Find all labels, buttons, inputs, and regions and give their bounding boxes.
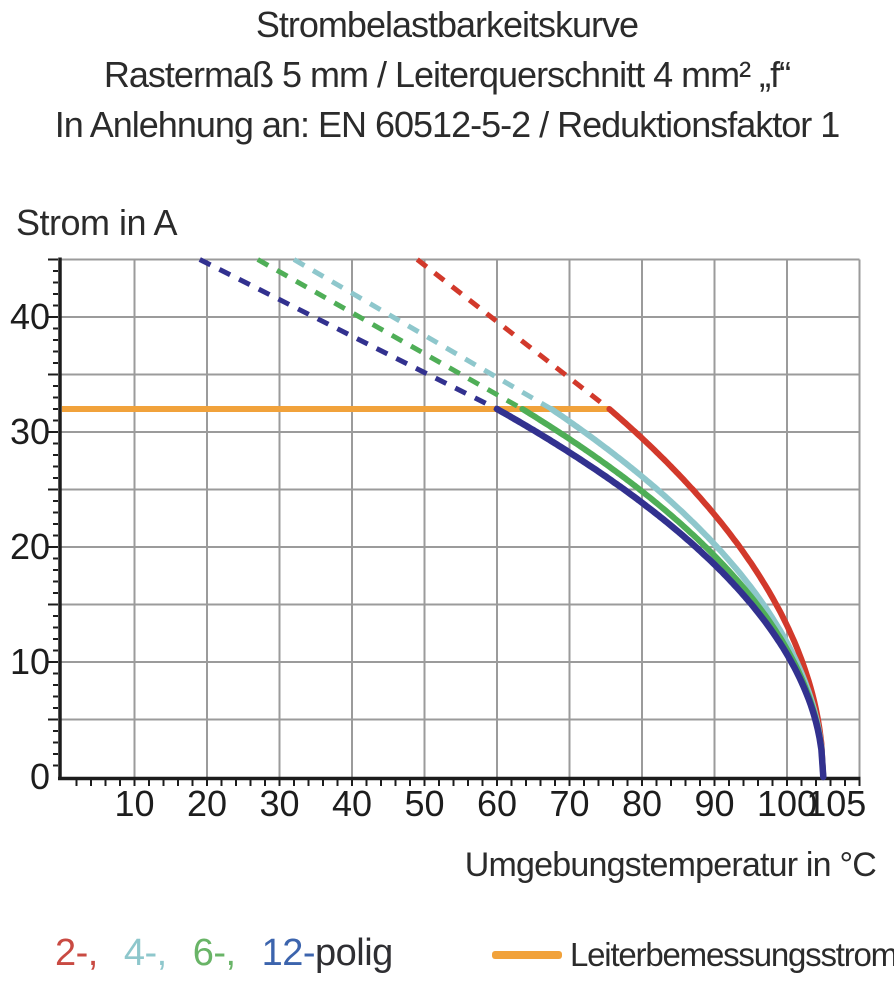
axis-ticks (48, 258, 861, 786)
x-tick-label-20: 20 (187, 783, 227, 824)
y-tick-label-30: 30 (10, 411, 50, 452)
rated-current-label: Leiterbemessungsstrom (570, 936, 894, 973)
x-axis-title: Umgebungstemperatur in °C (464, 846, 877, 884)
x-tick-label-80: 80 (622, 783, 662, 824)
x-tick-label-100: 100 (757, 783, 817, 824)
x-tick-label-40: 40 (332, 783, 372, 824)
x-tick-label-50: 50 (404, 783, 444, 824)
y-axis-title: Strom in A (16, 202, 178, 243)
solid-curve-2-polig (606, 406, 827, 780)
title-line-1: Strombelastbarkeitskurve (255, 4, 639, 45)
legend-item-12polig: 12- (261, 932, 316, 974)
y-tick-labels: 0 10 20 30 40 (10, 296, 50, 797)
dashed-curve-6-polig (256, 257, 524, 412)
title-line-2: Rastermaß 5 mm / Leiterquerschnitt 4 mm²… (103, 54, 791, 95)
solid-curve-6-polig (519, 406, 827, 780)
rated-current-line-swatch (492, 951, 562, 959)
title-line-3: In Anlehnung an: EN 60512-5-2 / Reduktio… (54, 104, 841, 145)
x-tick-label-70: 70 (549, 783, 589, 824)
x-tick-label-105: 105 (806, 783, 866, 824)
solid-curve-4-polig (548, 406, 827, 780)
legend-polig-suffix: polig (315, 932, 393, 974)
gridlines (60, 258, 861, 777)
y-tick-label-20: 20 (10, 526, 50, 567)
y-tick-label-0: 0 (30, 756, 50, 797)
rated-current-legend: Leiterbemessungsstrom (492, 936, 894, 974)
solid-curves (493, 405, 827, 781)
y-tick-label-10: 10 (10, 641, 50, 682)
dashed-curve-4-polig (292, 257, 553, 412)
y-tick-label-40: 40 (10, 296, 50, 337)
chart-title-block: Strombelastbarkeitskurve Rastermaß 5 mm … (0, 0, 894, 150)
dashed-curve-12-polig (198, 257, 499, 412)
legend-item-2polig: 2-, (55, 932, 98, 974)
axes (58, 257, 861, 781)
x-tick-label-60: 60 (477, 783, 517, 824)
solid-curve-12-polig (493, 405, 827, 781)
x-tick-label-10: 10 (114, 783, 154, 824)
legend-item-4polig: 4-, (123, 932, 167, 974)
x-tick-label-30: 30 (259, 783, 299, 824)
legend-item-6polig: 6-, (192, 932, 236, 974)
x-tick-label-90: 90 (694, 783, 734, 824)
dashed-curves (198, 257, 611, 412)
legend-row: 2-, 4-, 6-, 12- polig (55, 932, 393, 975)
dashed-curve-2-polig (415, 257, 611, 411)
